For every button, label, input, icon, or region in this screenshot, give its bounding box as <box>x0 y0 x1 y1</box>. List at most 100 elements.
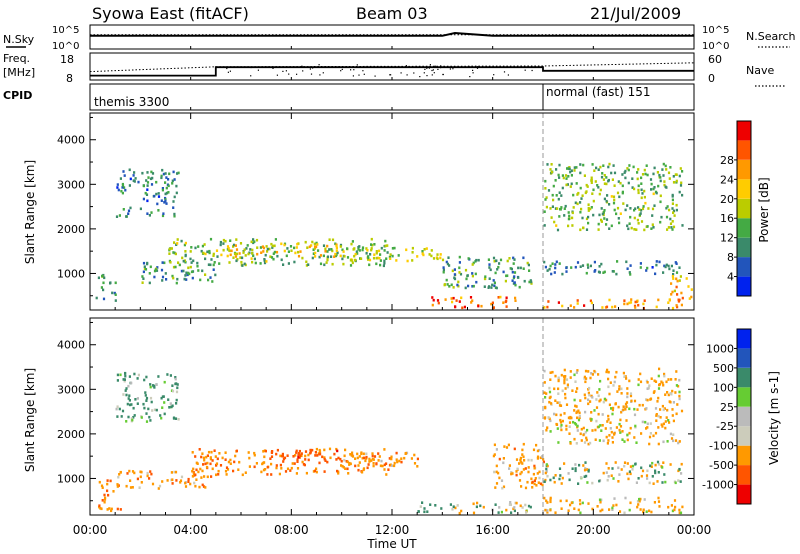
heatmap-cell <box>552 184 555 188</box>
heatmap-cell <box>132 416 135 419</box>
heatmap-cell <box>206 454 209 457</box>
heatmap-cell <box>617 180 620 183</box>
heatmap-cell <box>666 391 669 394</box>
heatmap-cell <box>326 250 329 253</box>
heatmap-cell <box>624 375 627 378</box>
heatmap-cell <box>677 479 680 482</box>
heatmap-cell <box>187 480 190 483</box>
heatmap-cell <box>132 406 135 410</box>
heatmap-cell <box>650 377 653 380</box>
heatmap-cell <box>169 374 172 377</box>
heatmap-cell <box>665 416 668 419</box>
heatmap-cell <box>225 473 228 476</box>
heatmap-cell <box>207 263 210 266</box>
heatmap-cell <box>597 412 600 416</box>
heatmap-cell <box>380 246 383 250</box>
heatmap-cell <box>628 301 631 305</box>
heatmap-cell <box>148 415 151 419</box>
heatmap-cell <box>161 187 164 190</box>
heatmap-cell <box>565 177 568 180</box>
heatmap-cell <box>661 425 664 428</box>
velocity-heatmap-cells <box>98 367 684 515</box>
heatmap-cell <box>519 472 522 476</box>
heatmap-cell <box>253 257 256 261</box>
heatmap-cell <box>497 296 500 299</box>
heatmap-cell <box>219 243 222 247</box>
heatmap-cell <box>603 197 606 201</box>
heatmap-cell <box>633 304 637 308</box>
heatmap-cell <box>590 179 593 182</box>
heatmap-cell <box>641 173 645 176</box>
nave-dropout-point <box>469 66 471 68</box>
heatmap-cell <box>613 171 617 175</box>
nave-dropout-point <box>353 69 355 71</box>
heatmap-cell <box>667 505 670 509</box>
heatmap-cell <box>118 407 121 411</box>
heatmap-cell <box>569 370 572 373</box>
heatmap-cell <box>611 178 614 181</box>
heatmap-cell <box>633 208 636 212</box>
heatmap-cell <box>204 252 207 256</box>
heatmap-cell <box>521 448 524 452</box>
heatmap-cell <box>106 489 109 493</box>
heatmap-cell <box>549 478 552 482</box>
heatmap-cell <box>295 472 298 475</box>
heatmap-cell <box>549 500 552 504</box>
heatmap-cell <box>591 429 594 432</box>
heatmap-cell <box>235 449 238 453</box>
heatmap-cell <box>605 370 608 374</box>
heatmap-cell <box>559 413 562 417</box>
heatmap-cell <box>576 302 579 305</box>
heatmap-cell <box>671 220 674 223</box>
heatmap-cell <box>167 178 170 181</box>
heatmap-cell <box>585 217 589 221</box>
heatmap-cell <box>488 266 491 269</box>
heatmap-cell <box>568 214 571 218</box>
heatmap-cell <box>207 450 211 454</box>
heatmap-cell <box>120 415 123 418</box>
heatmap-cell <box>432 257 436 260</box>
heatmap-cell <box>262 246 265 250</box>
heatmap-cell <box>643 189 646 193</box>
heatmap-cell <box>549 207 552 210</box>
heatmap-cell <box>149 383 152 386</box>
heatmap-cell <box>670 264 673 268</box>
heatmap-cell <box>566 385 569 389</box>
heatmap-cell <box>358 461 361 464</box>
heatmap-cell <box>367 258 370 261</box>
heatmap-cell <box>612 201 616 205</box>
heatmap-cell <box>122 378 125 381</box>
heatmap-cell <box>516 467 519 471</box>
heatmap-cell <box>174 470 178 474</box>
heatmap-cell <box>449 503 452 506</box>
heatmap-cell <box>425 247 428 250</box>
heatmap-cell <box>341 257 344 261</box>
heatmap-cell <box>373 455 377 458</box>
heatmap-cell <box>650 182 653 186</box>
heatmap-cell <box>607 385 610 389</box>
heatmap-cell <box>216 457 219 461</box>
heatmap-cell <box>530 280 533 284</box>
heatmap-cell <box>304 240 307 244</box>
heatmap-cell <box>216 255 219 258</box>
heatmap-cell <box>611 506 614 510</box>
heatmap-cell <box>624 402 628 406</box>
heatmap-cell <box>339 457 342 461</box>
heatmap-cell <box>229 462 232 465</box>
heatmap-cell <box>531 486 534 489</box>
heatmap-cell <box>175 390 179 394</box>
heatmap-cell <box>209 462 212 466</box>
heatmap-cell <box>592 199 595 203</box>
heatmap-cell <box>416 457 419 461</box>
heatmap-cell <box>171 182 174 185</box>
heatmap-cell <box>605 218 609 221</box>
heatmap-cell <box>508 464 511 467</box>
heatmap-cell <box>578 463 581 467</box>
heatmap-cell <box>519 504 522 508</box>
heatmap-cell <box>291 462 294 465</box>
heatmap-cell <box>493 259 496 263</box>
heatmap-cell <box>602 471 605 475</box>
heatmap-cell <box>451 300 454 304</box>
heatmap-cell <box>193 481 196 485</box>
heatmap-cell <box>141 171 144 175</box>
